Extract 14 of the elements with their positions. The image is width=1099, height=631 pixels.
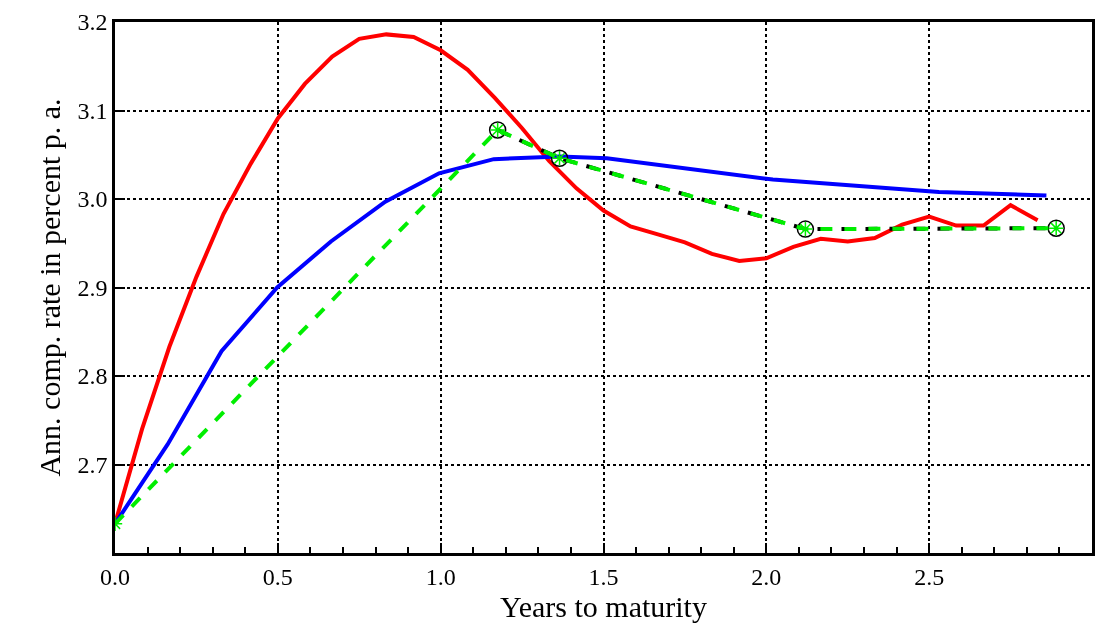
x-tick-label: 1.0 bbox=[425, 563, 456, 590]
y-axis-title: Ann. comp. rate in percent p. a. bbox=[33, 98, 67, 477]
x-tick-label: 2.5 bbox=[914, 563, 945, 590]
y-tick-label: 3.2 bbox=[77, 9, 108, 36]
x-axis-title: Years to maturity bbox=[500, 589, 707, 623]
x-tick-label: 2.0 bbox=[751, 563, 782, 590]
y-tick-label: 3.0 bbox=[77, 186, 108, 213]
x-tick-label: 0.5 bbox=[262, 563, 293, 590]
y-tick-label: 2.7 bbox=[77, 451, 108, 478]
x-tick-label: 0.0 bbox=[100, 563, 130, 590]
y-tick-label: 3.1 bbox=[77, 97, 108, 124]
x-tick-label: 1.5 bbox=[588, 563, 619, 590]
y-tick-label: 2.8 bbox=[77, 363, 108, 390]
y-tick-label: 2.9 bbox=[77, 274, 108, 301]
